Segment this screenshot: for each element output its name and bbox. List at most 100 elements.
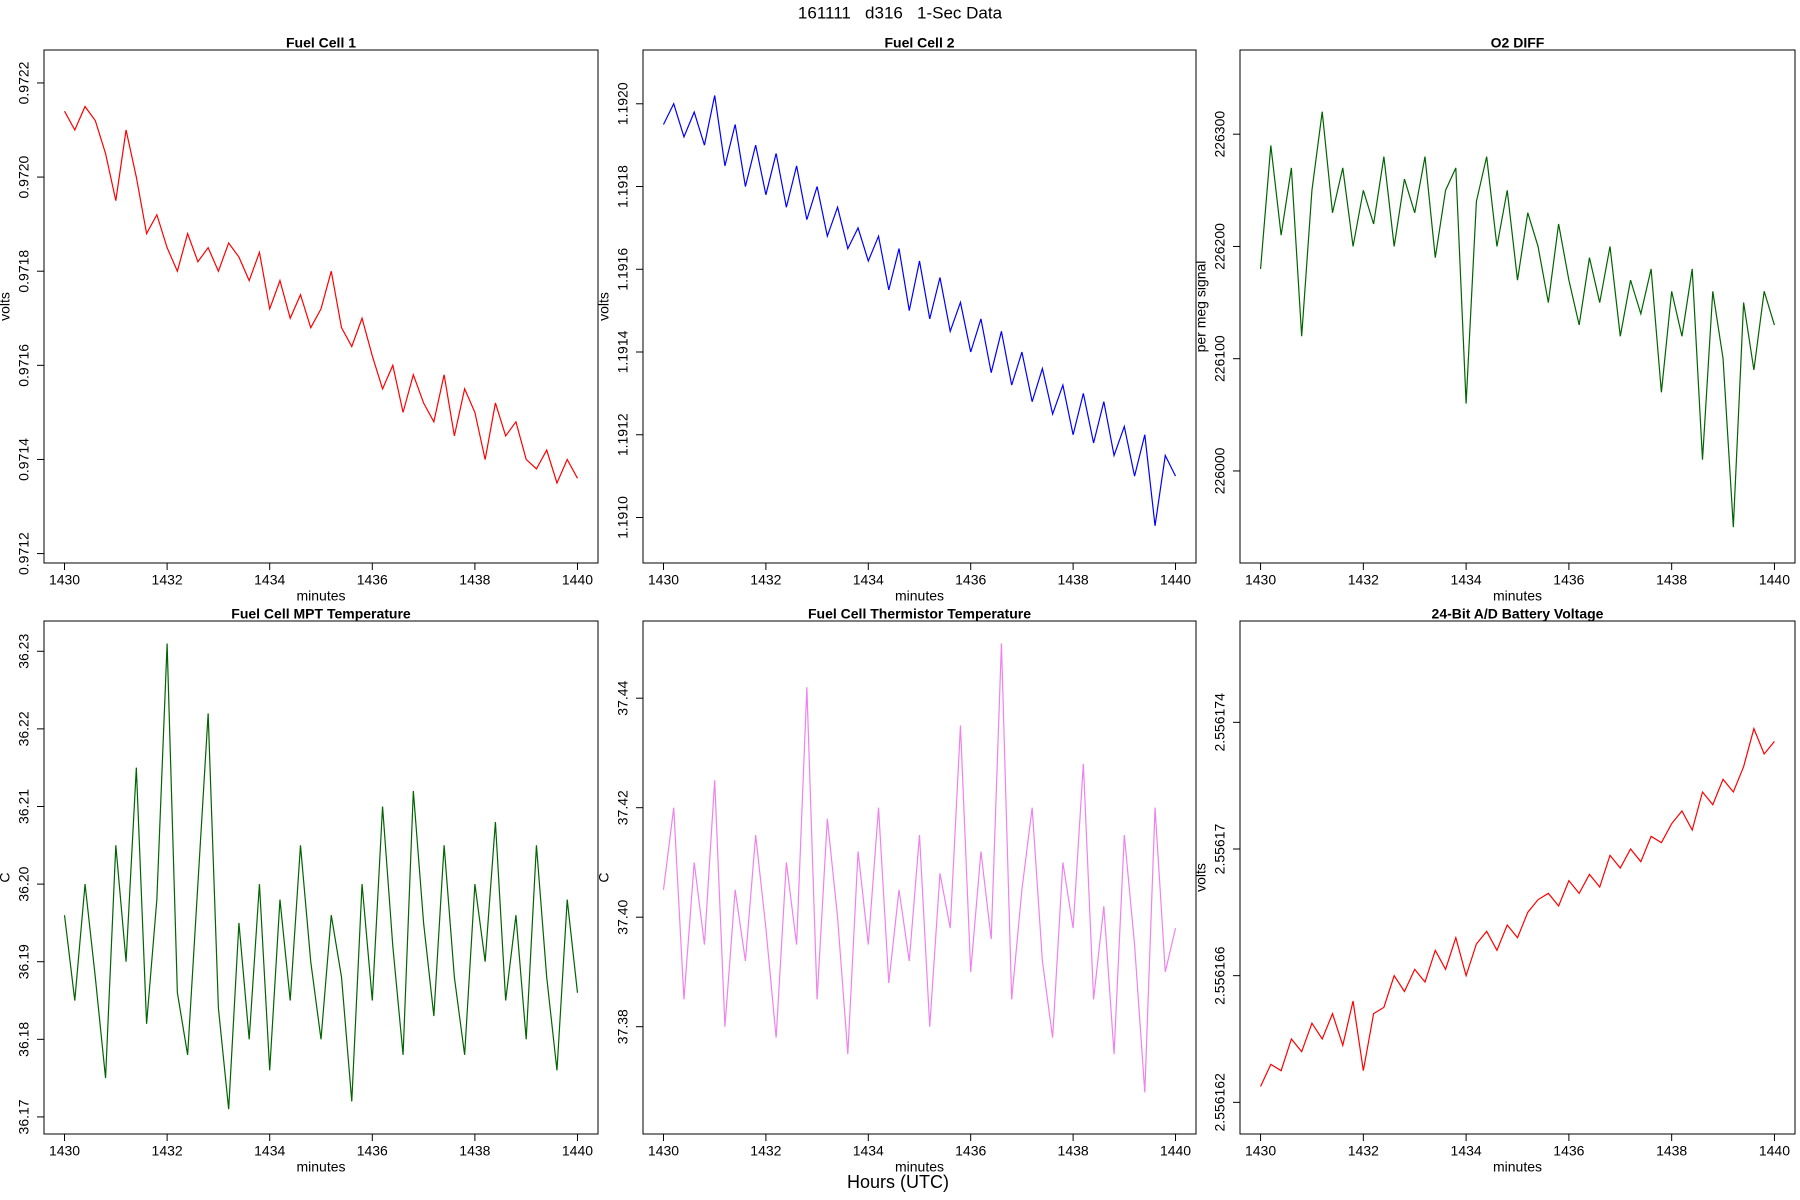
x-tick-label: 1434	[1451, 572, 1482, 588]
data-line	[662, 95, 1177, 526]
x-tick-label: 1432	[750, 572, 781, 588]
x-tick-label: 1432	[750, 1143, 781, 1159]
x-axis-label: minutes	[895, 1159, 944, 1175]
plot-frame	[1239, 49, 1796, 564]
y-tick-label: 2.55617	[1212, 823, 1228, 874]
x-tick-label: 1434	[853, 572, 884, 588]
y-tick-label: 36.21	[16, 789, 32, 824]
plot-frame	[43, 49, 599, 564]
plot-frame	[43, 620, 599, 1135]
plot-frame	[642, 620, 1197, 1135]
y-tick-label: 36.19	[16, 944, 32, 979]
data-line	[63, 105, 579, 485]
y-axis-label: C	[596, 872, 612, 882]
x-tick-label: 1438	[459, 572, 490, 588]
x-tick-label: 1440	[1759, 1143, 1790, 1159]
y-tick-label: 0.9722	[16, 61, 32, 104]
y-axis-label: C	[0, 872, 13, 882]
y-axis-label: per meg signal	[1193, 261, 1209, 353]
y-tick-label: 1.1920	[615, 82, 631, 125]
x-tick-label: 1436	[1553, 572, 1584, 588]
x-tick-label: 1436	[357, 1143, 388, 1159]
y-axis-label: volts	[1193, 863, 1209, 892]
x-tick-label: 1440	[562, 1143, 593, 1159]
x-tick-label: 1432	[1348, 1143, 1379, 1159]
y-tick-label: 0.9712	[16, 532, 32, 575]
data-line	[63, 643, 579, 1110]
y-tick-label: 1.1910	[615, 496, 631, 539]
x-tick-label: 1438	[1656, 572, 1687, 588]
x-tick-label: 1438	[1058, 572, 1089, 588]
y-tick-label: 226200	[1212, 223, 1228, 270]
y-tick-label: 0.9720	[16, 155, 32, 198]
y-tick-label: 0.9716	[16, 344, 32, 387]
y-tick-label: 1.1914	[615, 330, 631, 373]
y-tick-label: 36.22	[16, 711, 32, 746]
plot-frame	[1239, 620, 1796, 1135]
panel-title: Fuel Cell 2	[884, 35, 954, 51]
y-tick-label: 1.1912	[615, 413, 631, 456]
x-tick-label: 1438	[1656, 1143, 1687, 1159]
y-tick-label: 2.556162	[1212, 1073, 1228, 1132]
y-tick-label: 226000	[1212, 447, 1228, 494]
y-tick-label: 37.40	[615, 899, 631, 934]
plot-frame	[642, 49, 1197, 564]
x-tick-label: 1430	[49, 572, 80, 588]
y-tick-label: 2.556166	[1212, 946, 1228, 1005]
x-tick-label: 1430	[49, 1143, 80, 1159]
data-line	[662, 643, 1177, 1093]
y-tick-label: 0.9714	[16, 438, 32, 481]
figure-x-label: Hours (UTC)	[847, 1172, 949, 1192]
y-tick-label: 1.1918	[615, 165, 631, 208]
x-tick-label: 1440	[1759, 572, 1790, 588]
panel-title: Fuel Cell Thermistor Temperature	[808, 606, 1031, 622]
x-tick-label: 1430	[1245, 572, 1276, 588]
x-tick-label: 1434	[1451, 1143, 1482, 1159]
x-tick-label: 1430	[648, 1143, 679, 1159]
panel-title: Fuel Cell MPT Temperature	[231, 606, 411, 622]
x-tick-label: 1436	[357, 572, 388, 588]
x-axis-label: minutes	[1493, 588, 1542, 604]
x-tick-label: 1438	[1058, 1143, 1089, 1159]
x-tick-label: 1430	[1245, 1143, 1276, 1159]
y-axis-label: volts	[0, 292, 13, 321]
y-tick-label: 37.38	[615, 1009, 631, 1044]
y-tick-label: 1.1916	[615, 248, 631, 291]
x-tick-label: 1434	[853, 1143, 884, 1159]
y-tick-label: 36.20	[16, 866, 32, 901]
y-tick-label: 36.18	[16, 1022, 32, 1057]
y-tick-label: 36.23	[16, 634, 32, 669]
x-tick-label: 1432	[1348, 572, 1379, 588]
y-tick-label: 37.44	[615, 680, 631, 715]
data-line	[1259, 111, 1776, 528]
y-tick-label: 226100	[1212, 335, 1228, 382]
x-tick-label: 1440	[562, 572, 593, 588]
y-axis-label: volts	[596, 292, 612, 321]
x-axis-label: minutes	[296, 588, 345, 604]
x-tick-label: 1440	[1160, 1143, 1191, 1159]
panel-title: 24-Bit A/D Battery Voltage	[1432, 606, 1604, 622]
x-tick-label: 1438	[459, 1143, 490, 1159]
y-tick-label: 2.556174	[1212, 693, 1228, 752]
x-tick-label: 1436	[955, 1143, 986, 1159]
x-tick-label: 1430	[648, 572, 679, 588]
y-tick-label: 36.17	[16, 1099, 32, 1134]
y-tick-label: 226300	[1212, 111, 1228, 158]
data-line	[1260, 726, 1775, 1087]
x-axis-label: minutes	[895, 588, 944, 604]
x-axis-label: minutes	[1493, 1159, 1542, 1175]
x-tick-label: 1436	[955, 572, 986, 588]
y-tick-label: 0.9718	[16, 250, 32, 293]
x-axis-label: minutes	[296, 1159, 345, 1175]
y-tick-label: 37.42	[615, 790, 631, 825]
x-tick-label: 1432	[152, 572, 183, 588]
panel-title: Fuel Cell 1	[286, 35, 356, 51]
x-tick-label: 1434	[254, 572, 285, 588]
panel-title: O2 DIFF	[1491, 35, 1545, 51]
x-tick-label: 1440	[1160, 572, 1191, 588]
x-tick-label: 1432	[152, 1143, 183, 1159]
x-tick-label: 1434	[254, 1143, 285, 1159]
x-tick-label: 1436	[1553, 1143, 1584, 1159]
figure-title: 161111 d316 1-Sec Data	[798, 3, 1003, 22]
